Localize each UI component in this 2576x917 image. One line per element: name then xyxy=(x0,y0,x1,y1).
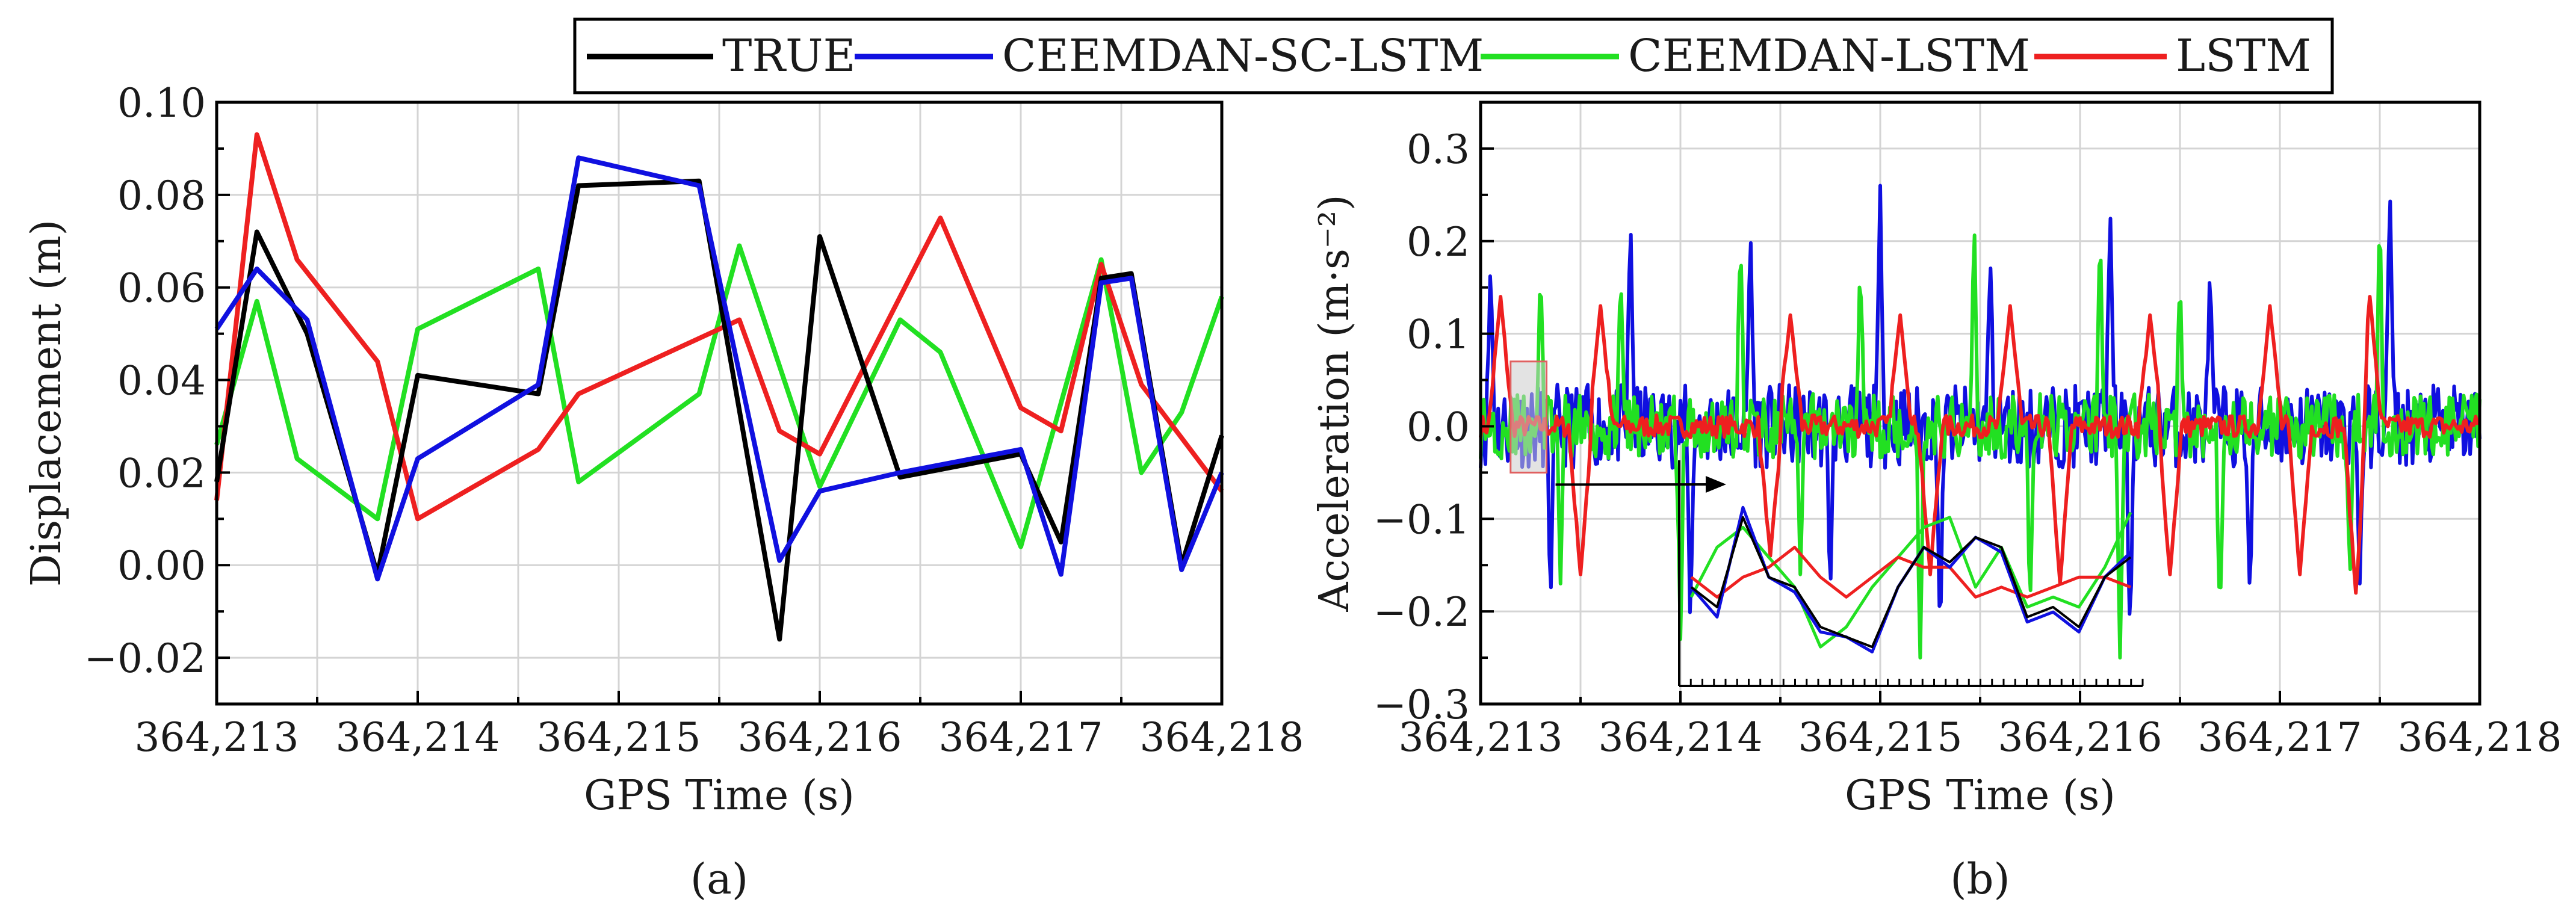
x-tick-label: 364,216 xyxy=(1998,714,2163,761)
x-tick-label: 364,214 xyxy=(336,714,500,761)
x-tick-label: 364,214 xyxy=(1599,714,1763,761)
series-line-ceemdan-lstm xyxy=(214,243,1224,549)
series-line-lstm xyxy=(1479,295,2480,595)
legend: TRUE CEEMDAN-SC-LSTM CEEMDAN-LSTM LSTM xyxy=(573,17,2334,94)
legend-label-lstm: LSTM xyxy=(2176,30,2311,82)
y-tick-label: −0.3 xyxy=(1373,682,1470,728)
x-tick-label: 364,213 xyxy=(135,714,299,761)
series-line-ceemdan-sc-lstm xyxy=(214,155,1224,582)
highlight-box xyxy=(1509,360,1548,474)
x-tick-label: 364,213 xyxy=(1399,714,1563,761)
inset-line-ceemdan-lstm xyxy=(1689,511,2132,649)
y-tick-label: 0.2 xyxy=(1407,219,1470,265)
y-tick-label: −0.2 xyxy=(1373,589,1470,635)
inset-line-true xyxy=(1690,516,2132,649)
x-tick-label: 364,217 xyxy=(2198,714,2362,761)
y-tick-label: 0.06 xyxy=(117,265,206,312)
y-axis-label-a: Displacement (m) xyxy=(23,220,70,587)
y-tick-label: −0.1 xyxy=(1373,496,1470,543)
x-tick-label: 364,218 xyxy=(1140,714,1304,761)
series-line-lstm xyxy=(214,132,1224,522)
x-tick-label: 364,216 xyxy=(738,714,902,761)
y-axis-label-b: Acceleration (m·s⁻²) xyxy=(1311,194,1358,612)
x-axis-label-b: GPS Time (s) xyxy=(1845,772,2116,820)
x-tick-label: 364,218 xyxy=(2398,714,2562,761)
y-tick-label: 0.04 xyxy=(117,358,206,404)
panel-label-b: (b) xyxy=(1950,854,2010,904)
panel-label-a: (a) xyxy=(690,854,748,904)
legend-label-ceemdan-sc-lstm: CEEMDAN-SC-LSTM xyxy=(1002,30,1484,82)
series-group-a xyxy=(214,132,1224,642)
chart-panel-b: −0.3 −0.2 −0.1 0.0 0.1 0.2 0.3 364,213 364,214 36… xyxy=(1311,100,2562,904)
x-axis-label-a: GPS Time (s) xyxy=(584,772,855,820)
legend-label-ceemdan-lstm: CEEMDAN-LSTM xyxy=(1628,30,2030,82)
y-tick-label: 0.0 xyxy=(1407,404,1470,450)
legend-label-true: TRUE xyxy=(722,30,855,82)
y-tick-label: 0.02 xyxy=(117,450,206,496)
chart-panel-a: −0.02 0.00 0.02 0.04 0.06 0.08 0.10 364,213 364,… xyxy=(23,80,1304,904)
x-tick-label: 364,215 xyxy=(1798,714,1963,761)
y-tick-label: 0.3 xyxy=(1407,126,1470,173)
zoom-inset xyxy=(1678,460,2144,687)
grid-a xyxy=(217,101,1222,704)
y-tick-label: −0.02 xyxy=(84,635,206,682)
x-tick-label: 364,215 xyxy=(537,714,701,761)
ticks-b: −0.3 −0.2 −0.1 0.0 0.1 0.2 0.3 364,213 364,214 36… xyxy=(1373,126,2562,761)
y-tick-label: 0.1 xyxy=(1407,312,1470,358)
series-group-b xyxy=(1479,184,2482,660)
zoom-arrowhead xyxy=(1705,476,1726,493)
y-tick-label: 0.08 xyxy=(117,173,206,219)
y-tick-label: 0.00 xyxy=(117,543,206,589)
x-tick-label: 364,217 xyxy=(939,714,1103,761)
y-tick-label: 0.10 xyxy=(117,80,206,126)
inset-line-lstm xyxy=(1690,546,2131,599)
ticks-a: −0.02 0.00 0.02 0.04 0.06 0.08 0.10 364,213 364,… xyxy=(84,80,1304,761)
